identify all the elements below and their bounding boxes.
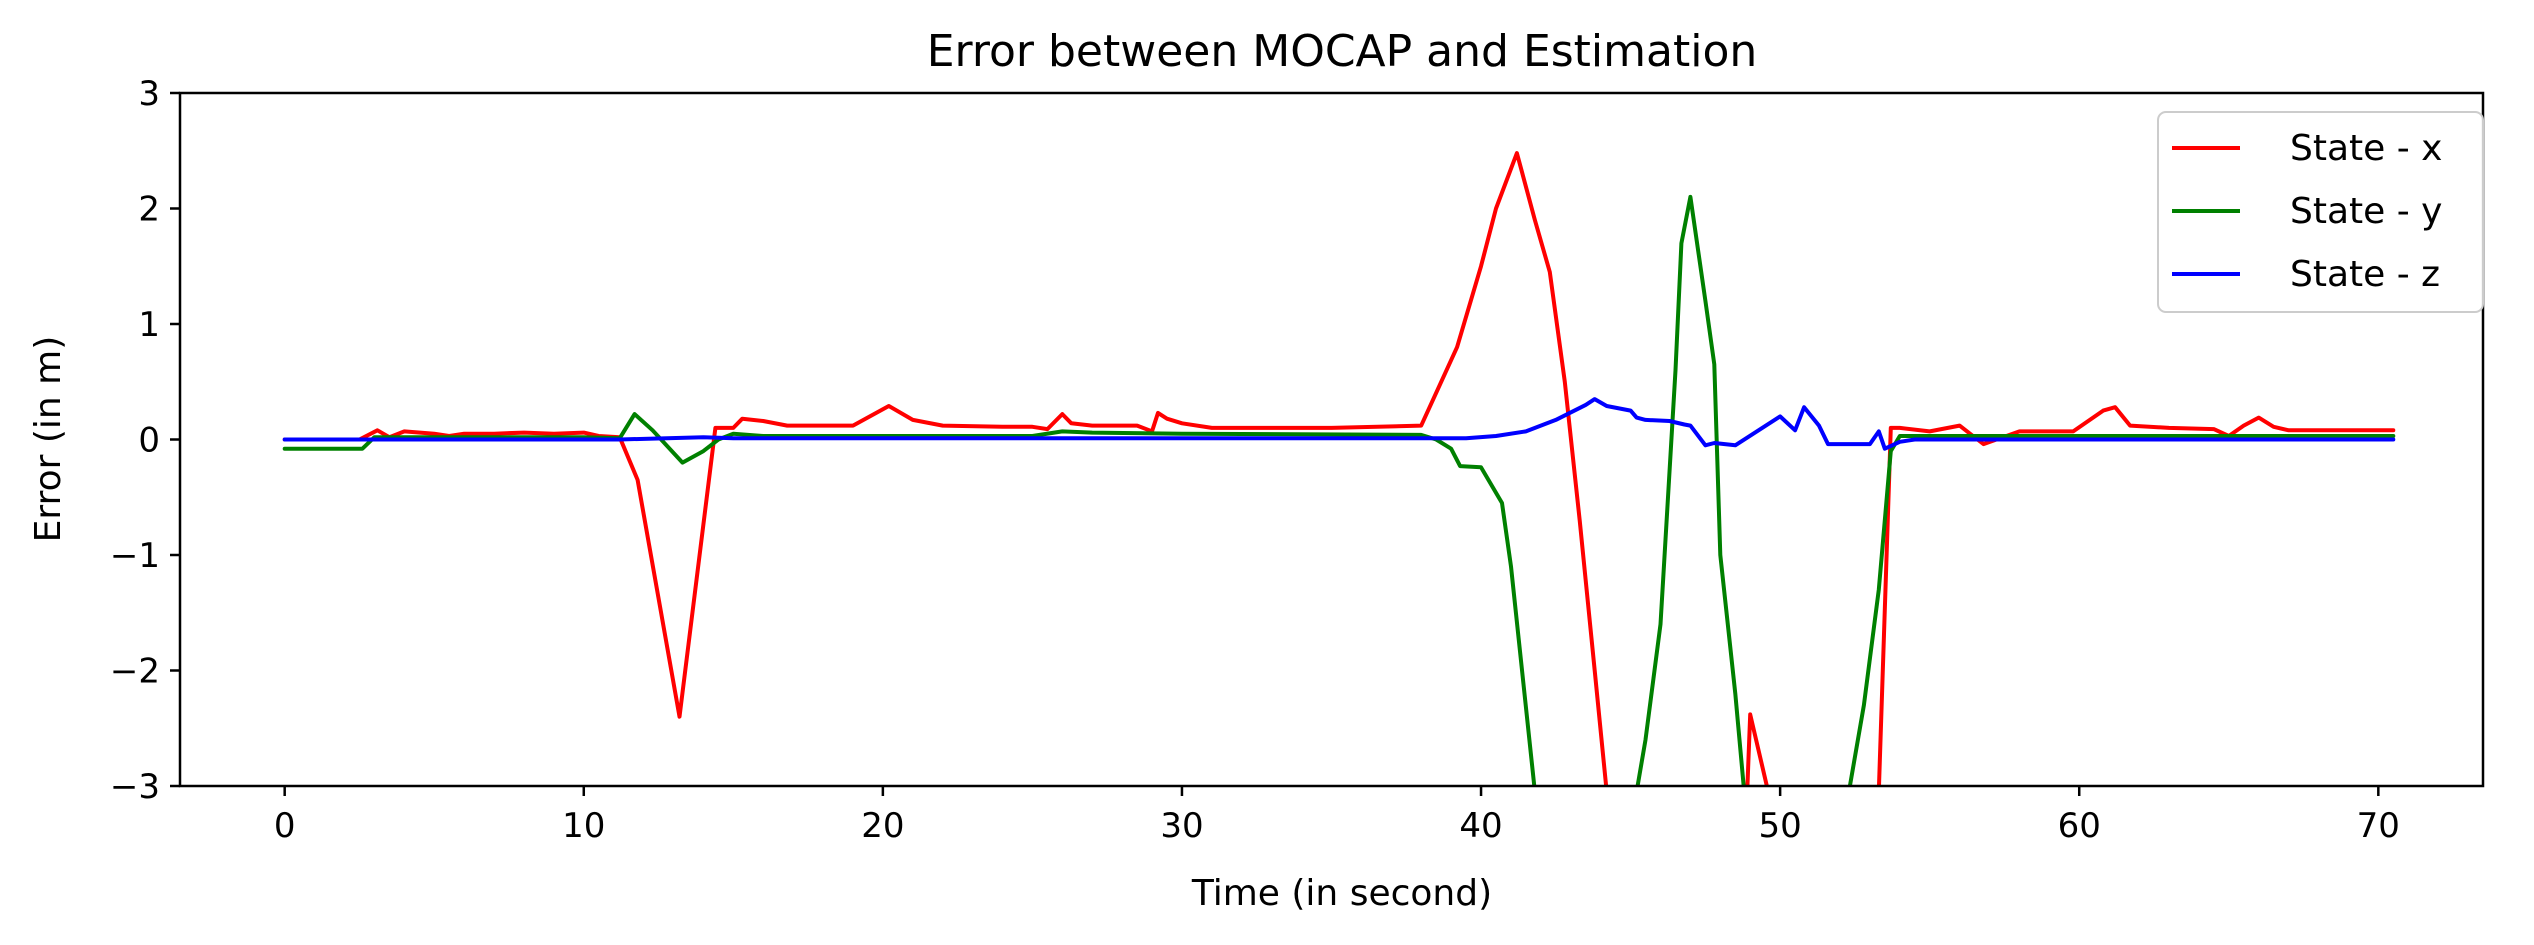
x-axis-label: Time (in second) <box>1191 873 1492 914</box>
y-tick-label: −2 <box>110 652 160 692</box>
y-axis-label: Error (in m) <box>28 336 69 543</box>
x-axis: 0 10 20 30 40 50 60 70 <box>274 786 2400 846</box>
y-tick-label: 2 <box>138 190 160 230</box>
x-tick-label: 50 <box>1759 806 1802 846</box>
x-tick-label: 20 <box>861 806 904 846</box>
x-tick-label: 70 <box>2357 806 2400 846</box>
y-tick-label: 3 <box>138 74 160 114</box>
legend-label-1: State - y <box>2290 191 2442 232</box>
y-tick-label: 1 <box>138 305 160 345</box>
legend-label-0: State - x <box>2290 128 2442 169</box>
y-tick-label: −1 <box>110 536 160 576</box>
series-line-2 <box>282 397 2396 451</box>
series-line-1 <box>282 194 2396 786</box>
x-tick-label: 30 <box>1160 806 1203 846</box>
x-tick-label: 10 <box>562 806 605 846</box>
series-layer <box>282 151 2396 786</box>
y-tick-label: 0 <box>138 421 160 461</box>
chart-title: Error between MOCAP and Estimation <box>927 26 1758 77</box>
series-line-0 <box>282 151 2396 786</box>
legend-label-2: State - z <box>2290 254 2440 295</box>
y-tick-label: −3 <box>110 767 160 807</box>
y-axis: 3 2 1 0 −1 −2 −3 <box>110 74 180 807</box>
legend: State - x State - y State - z <box>2157 111 2484 313</box>
x-tick-label: 40 <box>1459 806 1502 846</box>
x-tick-label: 0 <box>274 806 296 846</box>
legend-frame <box>2157 111 2484 313</box>
x-tick-label: 60 <box>2058 806 2101 846</box>
